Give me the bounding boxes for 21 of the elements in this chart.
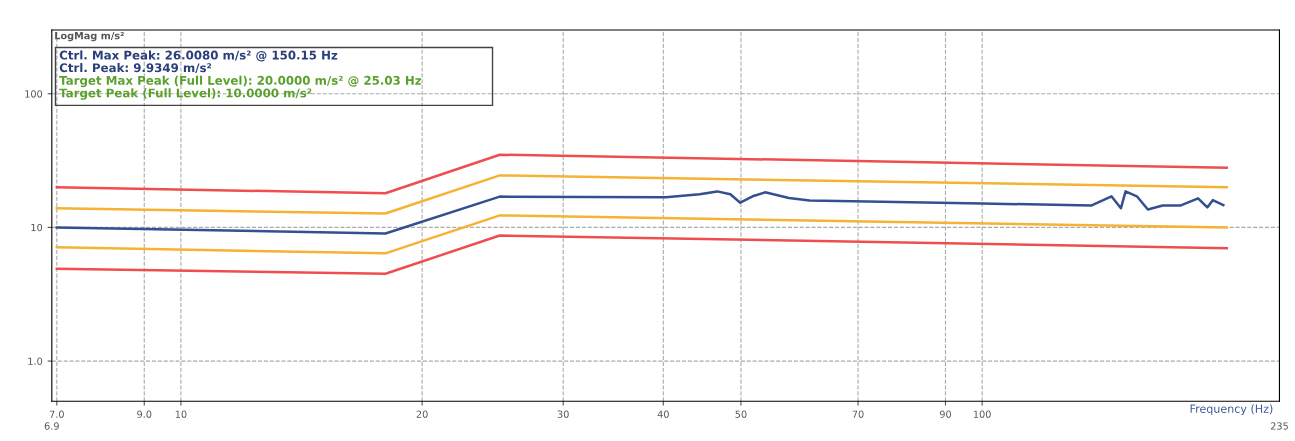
text: 6.9 <box>44 422 59 430</box>
annotation: Target Peak (Full Level): 10.0000 m/s² <box>59 88 312 100</box>
annotation: Ctrl. Peak: 9.9349 m/s² <box>59 63 212 74</box>
x-tick-label: 40 <box>657 410 669 418</box>
y-tick-label: 100 <box>25 90 43 98</box>
x-tick-label: 70 <box>852 410 864 418</box>
y-tick-label: 1.0 <box>28 357 43 365</box>
annotation: Ctrl. Max Peak: 26.0080 m/s² @ 150.15 Hz <box>59 50 338 62</box>
x-tick-label: 9.0 <box>137 410 152 418</box>
x-tick-label: 30 <box>557 410 569 418</box>
x-tick-label: 7.0 <box>49 410 64 418</box>
x-tick-label: 100 <box>973 410 991 418</box>
x-tick-label: 10 <box>175 410 187 418</box>
text: 235 <box>1270 422 1288 430</box>
x-axis-title: Frequency (Hz) <box>1190 404 1273 416</box>
x-tick-label: 90 <box>939 410 952 418</box>
annotation: Target Max Peak (Full Level): 20.0000 m/s² @ 25.03 Hz <box>59 75 422 88</box>
x-tick-label: 50 <box>735 410 747 418</box>
x-tick-label: 20 <box>416 410 428 418</box>
y-axis-title: LogMag m/s² <box>55 31 124 42</box>
y-tick-label: 10 <box>31 223 43 232</box>
